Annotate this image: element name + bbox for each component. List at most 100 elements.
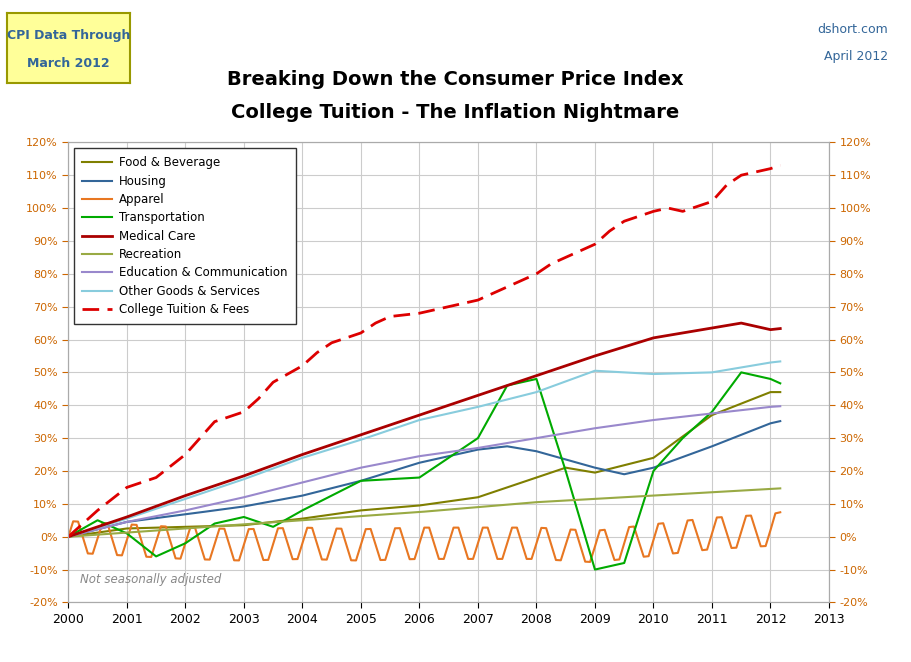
Transportation	[556, 451, 567, 459]
Text: Not seasonally adjusted: Not seasonally adjusted	[80, 573, 221, 587]
College Tuition & Fees	[195, 434, 206, 442]
College Tuition & Fees	[384, 312, 395, 320]
Medical Care	[453, 398, 464, 406]
College Tuition & Fees	[502, 283, 513, 291]
College Tuition & Fees	[443, 303, 454, 310]
Apparel	[585, 558, 596, 566]
Text: March 2012: March 2012	[27, 57, 110, 70]
College Tuition & Fees	[92, 506, 103, 514]
College Tuition & Fees	[428, 306, 439, 314]
Text: April 2012: April 2012	[824, 50, 888, 63]
Medical Care	[736, 319, 747, 327]
Food & Beverage	[63, 533, 74, 541]
College Tuition & Fees	[239, 408, 250, 416]
College Tuition & Fees	[414, 309, 425, 317]
Medical Care	[292, 452, 303, 460]
Apparel	[629, 522, 640, 530]
Housing	[453, 450, 464, 458]
College Tuition & Fees	[775, 162, 786, 169]
Education & Communication	[63, 533, 74, 541]
Line: College Tuition & Fees: College Tuition & Fees	[68, 166, 781, 537]
Recreation	[556, 497, 567, 505]
College Tuition & Fees	[121, 483, 132, 491]
Recreation	[614, 494, 625, 502]
Legend: Food & Beverage, Housing, Apparel, Transportation, Medical Care, Recreation, Edu: Food & Beverage, Housing, Apparel, Trans…	[74, 148, 296, 324]
College Tuition & Fees	[326, 339, 337, 347]
Food & Beverage	[774, 388, 785, 396]
College Tuition & Fees	[736, 171, 747, 179]
Apparel	[63, 533, 74, 541]
Housing	[63, 533, 74, 541]
College Tuition & Fees	[268, 378, 279, 386]
Other Goods & Services	[253, 470, 264, 478]
College Tuition & Fees	[473, 296, 484, 304]
Other Goods & Services	[614, 368, 625, 376]
Housing	[556, 454, 567, 462]
Line: Apparel: Apparel	[68, 512, 780, 562]
College Tuition & Fees	[179, 451, 190, 459]
Food & Beverage	[614, 463, 625, 471]
Housing	[292, 493, 303, 500]
Apparel	[774, 508, 785, 516]
Transportation	[453, 448, 464, 455]
Other Goods & Services	[63, 533, 74, 541]
Housing	[624, 469, 635, 477]
Recreation	[774, 485, 785, 493]
Apparel	[453, 524, 464, 532]
Food & Beverage	[292, 515, 303, 523]
Text: dshort.com: dshort.com	[817, 23, 888, 36]
Apparel	[253, 541, 264, 549]
Line: Housing: Housing	[68, 421, 780, 537]
Text: College Tuition - The Inflation Nightmare: College Tuition - The Inflation Nightmar…	[231, 103, 680, 122]
Line: Other Goods & Services: Other Goods & Services	[68, 361, 780, 537]
Apparel	[619, 540, 630, 547]
Education & Communication	[292, 480, 303, 488]
Food & Beverage	[253, 520, 264, 528]
Line: Recreation: Recreation	[68, 489, 780, 537]
Other Goods & Services	[556, 379, 567, 387]
Education & Communication	[453, 447, 464, 455]
Recreation	[292, 516, 303, 524]
College Tuition & Fees	[355, 329, 366, 337]
Recreation	[453, 505, 464, 513]
College Tuition & Fees	[150, 473, 161, 481]
College Tuition & Fees	[253, 395, 264, 402]
Other Goods & Services	[774, 357, 785, 365]
Transportation	[292, 509, 303, 517]
Other Goods & Services	[292, 455, 303, 463]
College Tuition & Fees	[487, 289, 498, 297]
Education & Communication	[614, 421, 625, 429]
Medical Care	[774, 324, 785, 332]
Transportation	[774, 379, 785, 387]
Other Goods & Services	[624, 369, 635, 377]
College Tuition & Fees	[722, 181, 732, 189]
Transportation	[253, 518, 264, 526]
Transportation	[629, 528, 640, 536]
Line: Transportation: Transportation	[68, 372, 780, 569]
College Tuition & Fees	[648, 207, 659, 215]
Medical Care	[253, 467, 264, 475]
College Tuition & Fees	[560, 254, 571, 261]
Text: Breaking Down the Consumer Price Index: Breaking Down the Consumer Price Index	[227, 70, 684, 89]
Other Goods & Services	[453, 407, 464, 415]
Transportation	[619, 559, 630, 567]
Medical Care	[614, 344, 625, 352]
Education & Communication	[556, 430, 567, 438]
Food & Beverage	[624, 460, 635, 468]
Food & Beverage	[556, 465, 567, 473]
College Tuition & Fees	[677, 207, 688, 215]
Education & Communication	[774, 402, 785, 410]
Education & Communication	[624, 420, 635, 428]
College Tuition & Fees	[604, 227, 615, 235]
Text: CPI Data Through: CPI Data Through	[7, 29, 130, 42]
Apparel	[556, 556, 567, 564]
Transportation	[589, 565, 600, 573]
Apparel	[292, 555, 303, 563]
Transportation	[63, 533, 74, 541]
Education & Communication	[253, 490, 264, 498]
College Tuition & Fees	[370, 319, 381, 327]
College Tuition & Fees	[63, 533, 74, 541]
Line: Education & Communication: Education & Communication	[68, 406, 780, 537]
Line: Food & Beverage: Food & Beverage	[68, 392, 780, 537]
College Tuition & Fees	[297, 362, 308, 370]
